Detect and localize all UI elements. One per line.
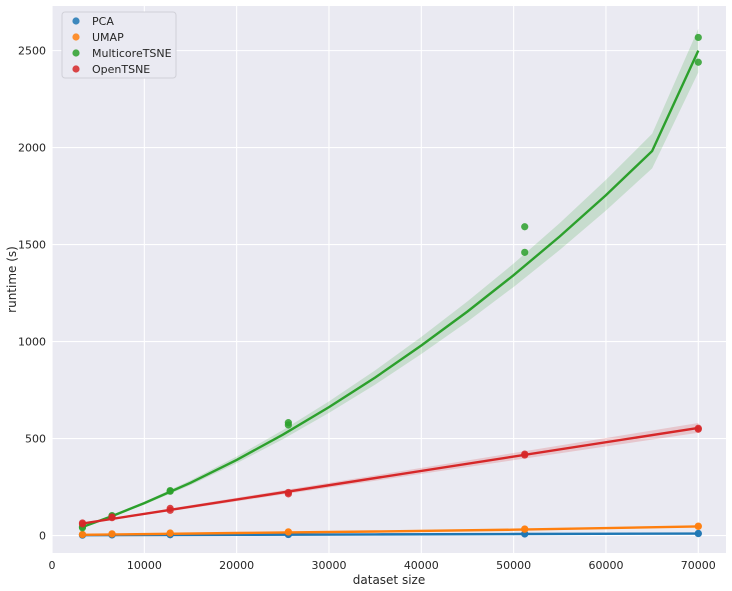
x-tick-label: 20000	[219, 559, 254, 572]
y-axis-label: runtime (s)	[5, 246, 19, 313]
data-point	[166, 529, 174, 537]
x-tick-label: 0	[49, 559, 56, 572]
y-tick-label: 2000	[18, 142, 46, 155]
data-point	[521, 223, 529, 231]
legend-entry: UMAP	[92, 31, 124, 44]
y-tick-label: 1500	[18, 239, 46, 252]
plot-area	[52, 6, 726, 553]
legend-entry: MulticoreTSNE	[92, 47, 172, 60]
fit-line	[82, 532, 699, 537]
fit-line	[82, 50, 700, 529]
x-axis-label: dataset size	[353, 573, 425, 587]
legend-marker	[72, 49, 80, 57]
data-point	[78, 519, 87, 527]
data-point	[694, 522, 702, 530]
legend-marker	[72, 65, 80, 73]
y-tick-label: 500	[25, 433, 46, 446]
data-point	[166, 504, 174, 512]
x-tick-label: 70000	[681, 559, 716, 572]
fit-lines	[82, 50, 700, 537]
data-point	[694, 529, 702, 538]
legend: PCA UMAP MulticoreTSNE OpenTSNE	[61, 11, 177, 79]
data-point	[78, 530, 87, 538]
y-tick-label: 2500	[18, 45, 46, 58]
fit-line	[82, 525, 699, 536]
fit-line	[82, 426, 699, 525]
x-tick-labels: 0 10000 20000 30000 40000 50000 60000 70000	[49, 559, 716, 572]
data-point	[694, 424, 702, 432]
legend-entry: PCA	[92, 15, 114, 28]
legend-box	[61, 11, 177, 79]
data-point	[284, 488, 292, 497]
y-tick-labels: 0 500 1000 1500 2000 2500	[18, 45, 46, 543]
grid	[51, 6, 726, 553]
x-tick-label: 30000	[311, 559, 346, 572]
data-points	[78, 33, 702, 539]
data-point	[694, 58, 702, 66]
data-point	[521, 248, 529, 256]
x-tick-label: 50000	[496, 559, 531, 572]
legend-entry: OpenTSNE	[92, 63, 150, 76]
legend-marker	[72, 17, 80, 25]
data-point	[284, 528, 292, 536]
x-tick-label: 10000	[127, 559, 162, 572]
data-point	[521, 450, 529, 458]
x-tick-label: 60000	[588, 559, 623, 572]
x-tick-label: 40000	[404, 559, 439, 572]
data-point	[284, 419, 292, 427]
data-point	[694, 33, 702, 42]
data-point	[521, 525, 529, 533]
data-point	[166, 486, 174, 495]
legend-marker	[72, 33, 80, 41]
y-tick-label: 0	[39, 530, 46, 543]
y-tick-label: 1000	[18, 336, 46, 349]
data-point	[108, 530, 116, 538]
data-point	[108, 513, 116, 521]
